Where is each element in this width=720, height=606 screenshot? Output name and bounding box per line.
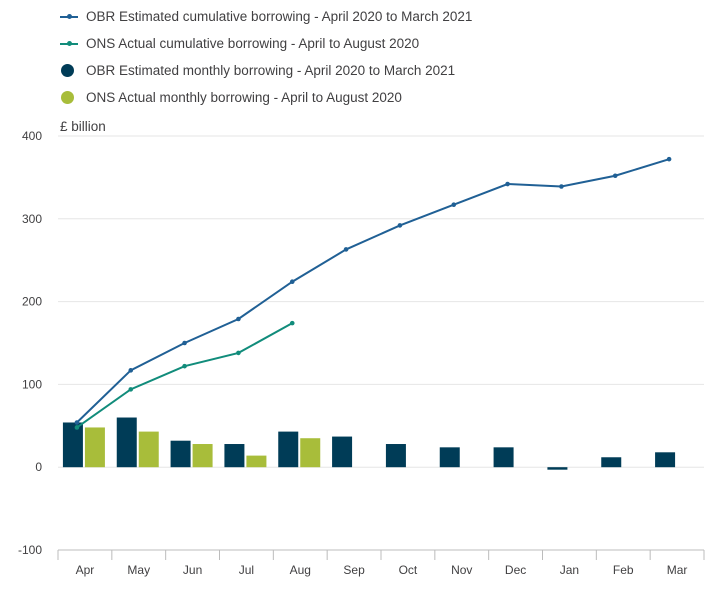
bar-obr-monthly[interactable] — [655, 452, 676, 468]
point-obr-cumulative[interactable] — [666, 156, 672, 162]
x-tick-label: Mar — [667, 563, 688, 577]
y-tick-label: 400 — [22, 129, 42, 143]
legend-swatch-ons-monthly — [61, 91, 74, 104]
grid-lines — [58, 135, 704, 551]
x-tick-label: Jan — [560, 563, 579, 577]
bar-obr-monthly[interactable] — [224, 444, 245, 468]
bar-obr-monthly[interactable] — [439, 447, 460, 468]
bar-obr-monthly[interactable] — [116, 417, 137, 468]
x-tick-label: Nov — [451, 563, 472, 577]
legend-label-ons-monthly: ONS Actual monthly borrowing - April to … — [86, 90, 402, 105]
legend-swatch-obr-cumulative — [60, 14, 78, 19]
point-obr-cumulative[interactable] — [397, 223, 403, 228]
y-tick-label: 100 — [22, 377, 42, 391]
legend-label-obr-monthly: OBR Estimated monthly borrowing - April … — [86, 63, 456, 78]
legend-item-obr-monthly[interactable]: OBR Estimated monthly borrowing - April … — [58, 60, 472, 87]
x-tick-label: May — [127, 563, 150, 577]
point-ons-cumulative[interactable] — [182, 363, 187, 369]
x-tick-label: Dec — [505, 563, 526, 577]
y-axis-ticks: -100 0 100 200 300 400 — [18, 129, 42, 557]
x-tick-label: Jul — [239, 563, 254, 577]
x-tick-label: Jun — [183, 563, 202, 577]
bar-ons-monthly[interactable] — [300, 438, 321, 468]
point-ons-cumulative[interactable] — [236, 350, 241, 356]
y-tick-label: 0 — [35, 460, 42, 474]
point-obr-cumulative[interactable] — [559, 184, 564, 189]
y-tick-label: -100 — [18, 543, 42, 557]
legend-label-ons-cumulative: ONS Actual cumulative borrowing - April … — [86, 36, 420, 51]
bar-ons-monthly[interactable] — [138, 431, 159, 468]
y-tick-label: 200 — [22, 295, 42, 309]
line-ons-cumulative[interactable] — [76, 322, 293, 429]
line-marks — [74, 156, 672, 430]
point-obr-cumulative[interactable] — [236, 316, 241, 322]
bar-obr-monthly[interactable] — [547, 467, 568, 470]
bar-obr-monthly[interactable] — [170, 440, 191, 468]
legend-item-obr-cumulative[interactable]: OBR Estimated cumulative borrowing - Apr… — [58, 6, 472, 33]
x-axis: Apr May Jun Jul Aug Sep Oct Nov Dec Jan Feb Mar — [57, 549, 705, 577]
point-ons-cumulative[interactable] — [128, 387, 134, 392]
bar-obr-monthly[interactable] — [493, 447, 514, 468]
y-tick-label: 300 — [22, 212, 42, 226]
point-obr-cumulative[interactable] — [505, 181, 510, 187]
bar-ons-monthly[interactable] — [84, 427, 105, 468]
x-tick-label: Oct — [399, 563, 418, 577]
legend-item-ons-monthly[interactable]: ONS Actual monthly borrowing - April to … — [58, 87, 472, 114]
bar-marks — [62, 417, 676, 470]
legend-swatch-ons-cumulative — [60, 41, 78, 46]
x-tick-label: Feb — [613, 563, 634, 577]
bar-obr-monthly[interactable] — [385, 444, 406, 468]
bar-ons-monthly[interactable] — [246, 455, 267, 468]
legend-label-obr-cumulative: OBR Estimated cumulative borrowing - Apr… — [86, 9, 473, 24]
legend-item-ons-cumulative[interactable]: ONS Actual cumulative borrowing - April … — [58, 33, 472, 60]
bar-obr-monthly[interactable] — [601, 457, 622, 468]
point-obr-cumulative[interactable] — [612, 173, 618, 179]
point-ons-cumulative[interactable] — [289, 320, 295, 326]
bar-obr-monthly[interactable] — [62, 422, 83, 468]
y-axis-unit-label: £ billion — [60, 119, 106, 134]
legend-swatch-obr-monthly — [61, 64, 74, 77]
line-obr-cumulative[interactable] — [76, 158, 670, 424]
point-obr-cumulative[interactable] — [289, 279, 295, 285]
bar-obr-monthly[interactable] — [332, 436, 353, 468]
point-obr-cumulative[interactable] — [74, 420, 80, 425]
bar-ons-monthly[interactable] — [192, 444, 213, 468]
x-tick-label: Sep — [343, 563, 365, 577]
point-obr-cumulative[interactable] — [128, 368, 134, 373]
point-obr-cumulative[interactable] — [451, 202, 457, 208]
x-tick-label: Apr — [76, 563, 95, 577]
point-obr-cumulative[interactable] — [343, 247, 349, 252]
point-obr-cumulative[interactable] — [182, 340, 187, 346]
x-tick-label: Aug — [290, 563, 311, 577]
chart-legend: OBR Estimated cumulative borrowing - Apr… — [58, 6, 472, 114]
point-ons-cumulative[interactable] — [74, 425, 80, 430]
bar-obr-monthly[interactable] — [278, 431, 299, 468]
